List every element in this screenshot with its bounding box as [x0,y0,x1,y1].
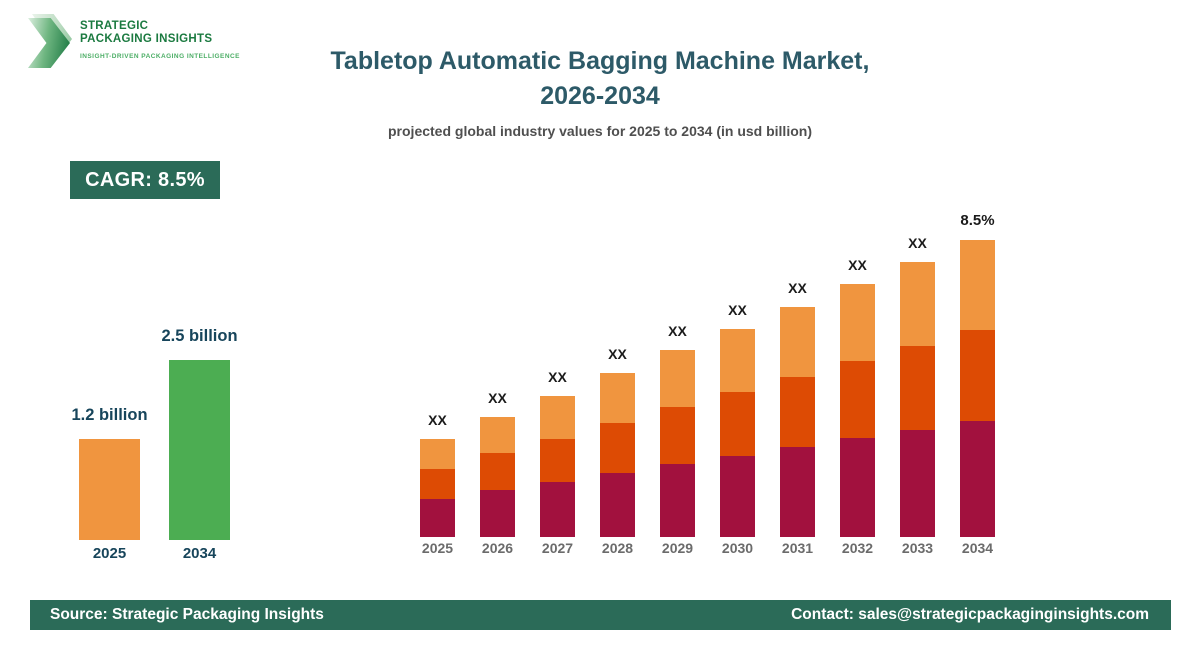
bar-value-label-2030: XX [728,302,747,319]
summary-bar-2034 [169,360,230,540]
bar-year-label-2026: 2026 [481,540,514,556]
stacked-bar-2031-segment-1 [780,447,815,537]
bar-value-label-2027: XX [548,369,567,386]
bar-year-label-2030: 2030 [721,540,754,556]
bar-value-label-2031: XX [788,280,807,297]
stacked-bar-2031: XX [780,280,815,537]
stacked-bar-2025: XX [420,412,455,537]
stacked-bar-2028-segment-2 [600,423,635,473]
summary-bar-2025 [79,439,140,540]
bar-year-label-2029: 2029 [661,540,694,556]
bar-year-label-2031: 2031 [781,540,814,556]
summary-year-label-2034: 2034 [182,545,217,562]
stacked-bar-2025-segment-3 [420,439,455,469]
stacked-bar-2029-segment-1 [660,464,695,537]
stacked-bar-2034: 8.5% [960,212,995,537]
brand-tagline: INSIGHT-DRIVEN PACKAGING INTELLIGENCE [80,53,240,60]
stacked-bar-2031-segment-2 [780,377,815,447]
title-block: Tabletop Automatic Bagging Machine Marke… [0,44,1200,139]
brand-name-line1: STRATEGIC [80,20,149,32]
stacked-bar-2032: XX [840,257,875,537]
stacked-bar-2027-segment-3 [540,396,575,439]
bar-value-label-2029: XX [668,323,687,340]
stacked-bar-2026: XX [480,390,515,537]
stacked-bar-2030: XX [720,302,755,537]
stacked-bar-2033: XX [900,235,935,537]
stacked-bar-2032-segment-3 [840,284,875,361]
bar-year-label-2027: 2027 [541,540,574,556]
summary-value-label-2034: 2.5 billion [161,327,238,345]
bar-year-label-2034: 2034 [961,540,994,556]
stacked-bar-2027: XX [540,369,575,537]
stacked-bar-2032-segment-1 [840,438,875,537]
stacked-bar-2025-segment-1 [420,499,455,537]
stacked-bar-2026-segment-2 [480,453,515,490]
stacked-bar-2026-segment-1 [480,490,515,537]
chevron-right-icon [28,14,72,68]
bar-value-label-2033: XX [908,235,927,252]
bar-value-label-2034: 8.5% [960,212,995,229]
stacked-bar-2032-segment-2 [840,361,875,438]
bar-value-label-2026: XX [488,390,507,407]
page-subtitle: projected global industry values for 202… [388,123,812,139]
brand-logo: STRATEGIC PACKAGING INSIGHTS INSIGHT-DRI… [28,12,240,68]
stacked-bar-2034-segment-3 [960,240,995,330]
footer-contact: Contact: sales@strategicpackaginginsight… [791,606,1149,623]
stacked-bar-2028: XX [600,346,635,537]
stacked-bar-2028-segment-3 [600,373,635,423]
stacked-bar-2031-segment-3 [780,307,815,377]
bar-value-label-2032: XX [848,257,867,274]
brand-name-line2: PACKAGING INSIGHTS [80,33,213,45]
stacked-bar-2025-segment-2 [420,469,455,499]
brand-wordmark: STRATEGIC PACKAGING INSIGHTS INSIGHT-DRI… [80,12,240,60]
stacked-bar-2029: XX [660,323,695,537]
footer-bar: Source: Strategic Packaging Insights Con… [30,600,1171,630]
stacked-bar-2026-segment-3 [480,417,515,453]
stacked-bar-2030-segment-3 [720,329,755,392]
stacked-bar-2033-segment-2 [900,346,935,430]
stacked-bar-2028-segment-1 [600,473,635,537]
stacked-bar-2027-segment-1 [540,482,575,537]
cagr-badge: CAGR: 8.5% [70,161,220,199]
bar-year-label-2028: 2028 [601,540,634,556]
stacked-bar-2029-segment-3 [660,350,695,407]
bar-value-label-2025: XX [428,412,447,429]
stacked-bar-2034-segment-2 [960,330,995,421]
page-title-line2: 2026-2034 [540,82,660,110]
bar-year-label-2032: 2032 [841,540,874,556]
stacked-bar-2033-segment-1 [900,430,935,537]
footer-source: Source: Strategic Packaging Insights [50,606,324,623]
stacked-bar-2030-segment-1 [720,456,755,537]
summary-year-label-2025: 2025 [92,545,127,562]
summary-value-label-2025: 1.2 billion [71,406,148,424]
bar-year-label-2033: 2033 [901,540,934,556]
page-title-line1: Tabletop Automatic Bagging Machine Marke… [330,47,870,75]
stacked-bar-2033-segment-3 [900,262,935,346]
stacked-bar-2030-segment-2 [720,392,755,456]
bar-value-label-2028: XX [608,346,627,363]
stacked-bar-2027-segment-2 [540,439,575,482]
stacked-bar-2034-segment-1 [960,421,995,537]
bar-year-label-2025: 2025 [421,540,454,556]
stacked-bar-2029-segment-2 [660,407,695,464]
